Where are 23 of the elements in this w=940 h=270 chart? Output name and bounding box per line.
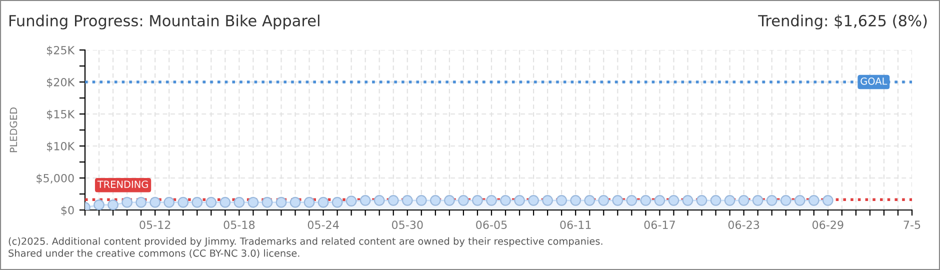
ref-line-label: GOAL xyxy=(860,77,888,85)
chart-subtitle: Trending: $1,625 (8%) xyxy=(758,14,927,30)
x-tick-label: 06-17 xyxy=(644,220,675,230)
text: (c)2025. Additional content provided by Jimmy. Trademarks and related content are owned by their respective companies. xyxy=(8,237,602,247)
y-axis-title: PLEDGED xyxy=(10,108,18,152)
y-tick-label: $25K xyxy=(47,46,75,56)
ref-line-label: TRENDING xyxy=(97,180,148,188)
x-tick-label: 06-05 xyxy=(476,220,507,230)
x-tick-label: 05-12 xyxy=(140,220,170,230)
y-tick-label: $15K xyxy=(47,110,75,120)
y-tick-label: $5,000 xyxy=(36,174,74,184)
x-tick-label: 06-11 xyxy=(560,220,591,230)
chart-title: Funding Progress: Mountain Bike Apparel xyxy=(10,14,320,30)
x-tick-label: 05-24 xyxy=(308,220,339,230)
y-tick-label: $0 xyxy=(61,206,74,216)
x-tick-label: 06-23 xyxy=(728,220,760,230)
x-tick-label: 05-18 xyxy=(224,220,255,230)
x-tick-label: 06-29 xyxy=(812,220,844,230)
y-tick-label: $20K xyxy=(47,78,75,88)
x-tick-label: 05-30 xyxy=(392,220,423,230)
text: Shared under the creative commons (CC BY-NC 3.0) license. xyxy=(8,249,300,258)
y-tick-label: $10K xyxy=(47,142,75,152)
x-tick-label: 7-5 xyxy=(904,220,920,230)
